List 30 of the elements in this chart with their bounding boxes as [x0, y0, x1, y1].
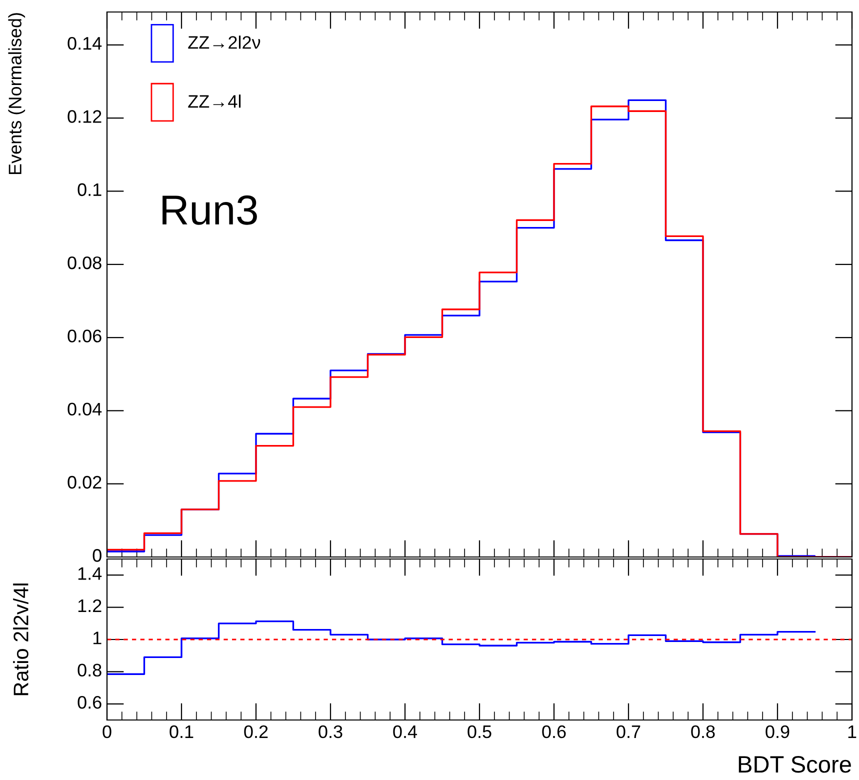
- y-tick-label: 0.1: [78, 183, 102, 196]
- x-tick-label: 0.9: [766, 725, 790, 738]
- y-axis-title: Ratio 2l2v/4l: [13, 584, 28, 696]
- y-tick-label: 1: [93, 632, 102, 644]
- x-tick-label: 0.8: [691, 725, 715, 738]
- y-tick-label: 0.8: [78, 664, 102, 677]
- x-axis-title: BDT Score: [738, 756, 851, 773]
- y-tick-label: 0.14: [68, 36, 102, 50]
- legend-label: ZZ→4l: [188, 94, 241, 108]
- y-tick-label: 1.4: [78, 567, 102, 580]
- y-tick-label: 0.02: [68, 476, 102, 489]
- x-tick-label: 0.4: [393, 725, 418, 738]
- x-tick-label: 0: [102, 725, 112, 738]
- y-tick-label: 0.08: [68, 256, 102, 270]
- annotation: Run3: [162, 195, 257, 225]
- y-tick-label: 0: [92, 549, 102, 562]
- x-tick-label: 0.5: [468, 725, 492, 738]
- y-tick-label: 0.12: [68, 110, 102, 123]
- x-tick-label: 0.3: [318, 725, 342, 738]
- x-tick-label: 1: [848, 726, 856, 738]
- x-tick-label: 0.1: [170, 725, 194, 738]
- y-tick-label: 0.6: [78, 696, 102, 709]
- x-tick-label: 0.6: [542, 725, 566, 738]
- x-tick-label: 0.7: [616, 725, 640, 738]
- y-tick-label: 1.2: [78, 599, 102, 612]
- x-tick-label: 0.2: [244, 725, 268, 738]
- y-tick-label: 0.04: [68, 402, 102, 416]
- legend-label: ZZ→2l2ν: [188, 36, 260, 49]
- y-axis-title: Events (Normalised): [8, 13, 26, 174]
- y-tick-label: 0.06: [68, 330, 102, 342]
